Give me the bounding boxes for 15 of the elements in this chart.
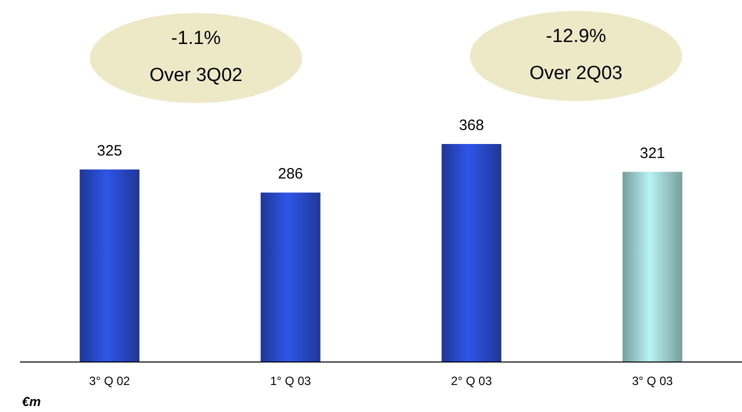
bar bbox=[80, 169, 140, 362]
x-tick-label: 2° Q 03 bbox=[451, 374, 492, 388]
bar bbox=[622, 172, 682, 362]
x-tick-label: 3° Q 02 bbox=[89, 374, 130, 388]
bar bbox=[442, 144, 502, 362]
data-label: 368 bbox=[458, 117, 484, 134]
x-tick-label: 3° Q 03 bbox=[632, 374, 674, 388]
text: €m bbox=[22, 394, 42, 409]
data-label: 325 bbox=[97, 142, 122, 160]
bar bbox=[260, 192, 320, 362]
data-label: 321 bbox=[640, 144, 665, 162]
text: -1.1% Over 3Q02 bbox=[150, 28, 242, 86]
x-tick-label: 1° Q 03 bbox=[270, 374, 312, 388]
text: -12.9% Over 2Q03 bbox=[530, 26, 622, 84]
data-label: 286 bbox=[278, 166, 304, 183]
